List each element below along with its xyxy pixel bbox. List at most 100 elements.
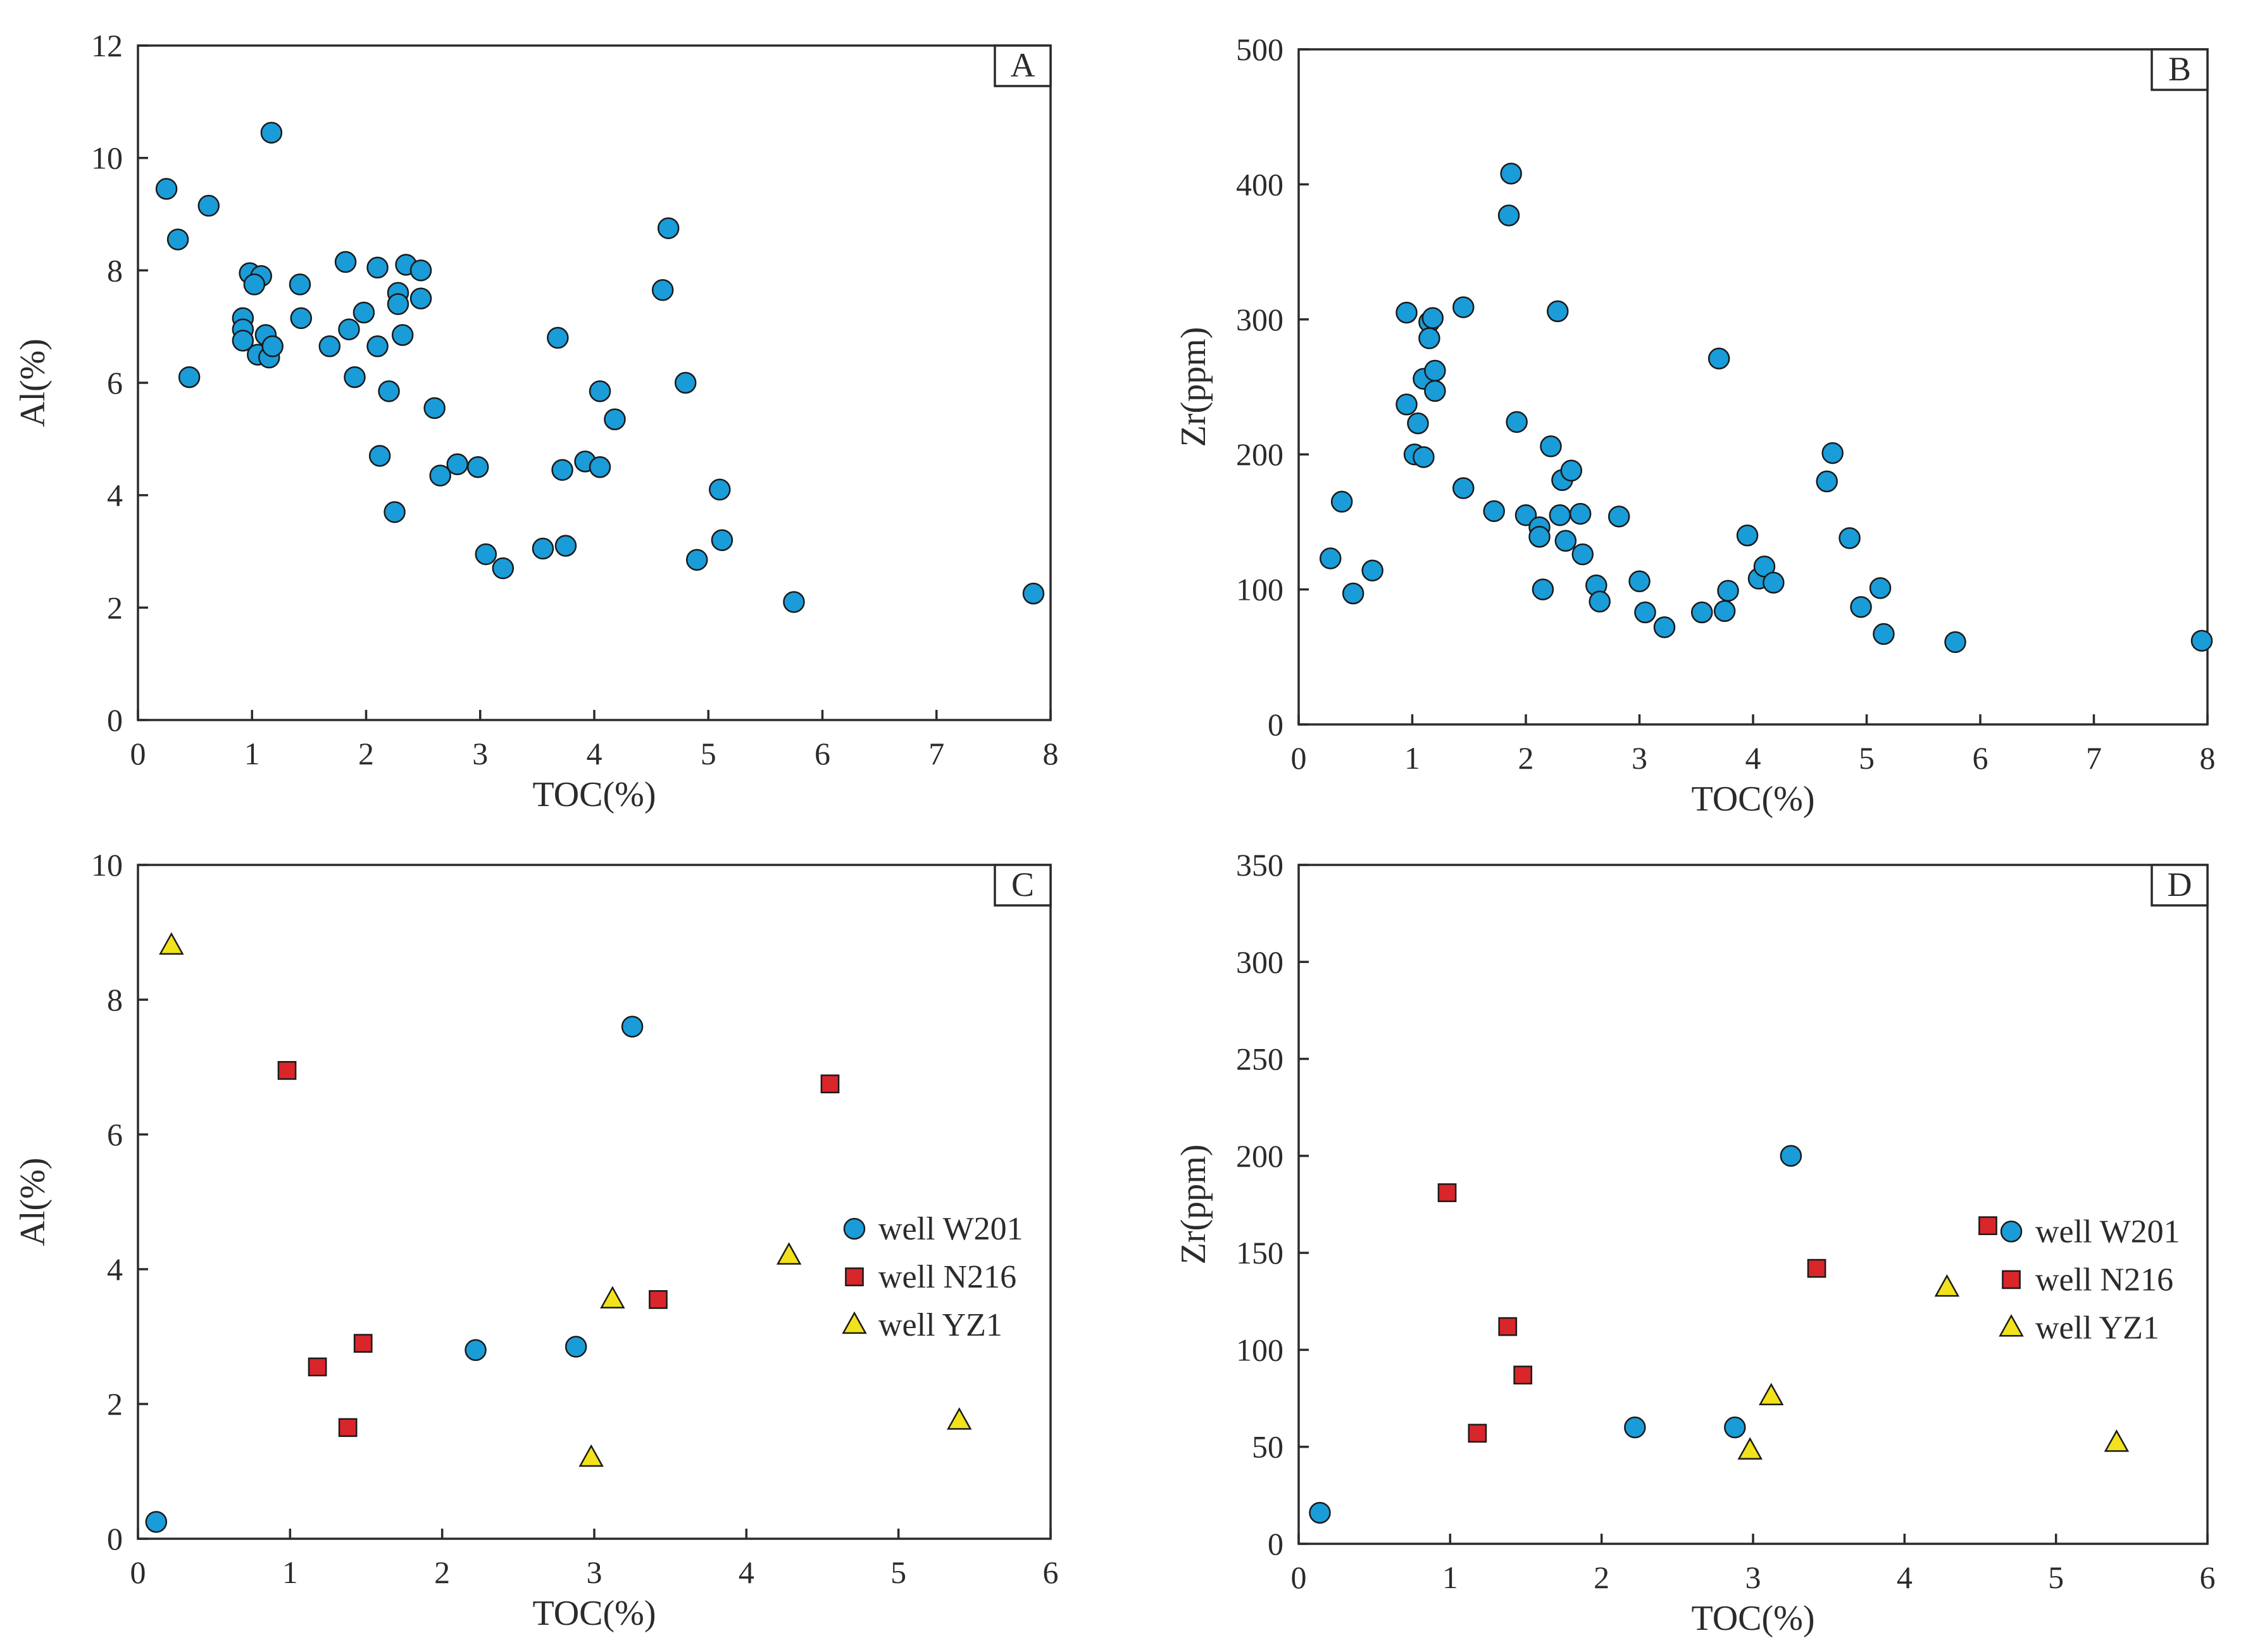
data-point-well-w201 <box>709 478 731 501</box>
legend-label-well-n216: well N216 <box>878 1259 1016 1295</box>
data-point-well-w201 <box>1500 163 1522 185</box>
panel-tag: C <box>1011 866 1034 904</box>
data-point-well-w201 <box>1839 527 1861 549</box>
panel-tag-box <box>994 864 1052 907</box>
data-point-well-w201 <box>261 335 284 357</box>
panel-tag-box <box>2151 864 2209 907</box>
data-point-well-w201 <box>391 324 414 346</box>
legend-marker-well-n216 <box>2002 1270 2021 1289</box>
x-tick-label: 6 <box>2200 1560 2216 1595</box>
x-tick-label: 3 <box>587 1555 602 1590</box>
data-point-well-w201 <box>178 366 201 388</box>
data-point-well-w201 <box>1816 470 1838 493</box>
data-point-well-w201 <box>353 301 375 324</box>
data-point-well-w201 <box>651 279 674 301</box>
data-point-well-w201 <box>290 307 313 330</box>
data-point-well-w201 <box>289 273 311 295</box>
data-point-well-n216 <box>820 1074 840 1093</box>
legend-label-well-w201: well W201 <box>878 1211 1023 1247</box>
data-point-well-w201 <box>334 251 357 273</box>
data-point-well-w201 <box>1309 1501 1331 1524</box>
data-point-well-w201 <box>1528 526 1551 548</box>
data-point-well-w201 <box>1483 500 1505 523</box>
legend-marker-well-n216 <box>845 1267 864 1286</box>
data-point-well-n216 <box>1978 1216 1997 1236</box>
data-point-well-w201 <box>1560 459 1583 482</box>
data-point-well-w201 <box>1624 1416 1646 1439</box>
data-point-well-n216 <box>308 1357 327 1377</box>
data-point-well-w201 <box>384 501 406 523</box>
x-tick-label: 5 <box>890 1555 906 1590</box>
data-point-well-w201 <box>783 591 805 613</box>
data-point-well-w201 <box>1690 601 1713 624</box>
data-point-well-w201 <box>532 537 554 560</box>
data-point-well-w201 <box>1724 1416 1746 1439</box>
data-point-well-w201 <box>1413 446 1435 468</box>
data-point-well-w201 <box>604 408 626 430</box>
x-tick-label: 2 <box>434 1555 450 1590</box>
x-tick-label: 3 <box>1632 740 1647 776</box>
data-point-well-w201 <box>1589 590 1611 613</box>
data-point-well-w201 <box>554 535 577 557</box>
y-tick-label: 0 <box>107 702 123 738</box>
series-well-w201 <box>155 121 1045 613</box>
x-tick-label: 3 <box>472 736 488 771</box>
x-tick-label: 4 <box>1745 740 1761 776</box>
data-point-well-w201 <box>1421 307 1444 329</box>
data-point-well-n216 <box>1807 1258 1826 1278</box>
y-tick-label: 100 <box>1236 572 1283 607</box>
data-point-well-n216 <box>1498 1317 1518 1336</box>
data-point-well-w201 <box>1554 530 1577 552</box>
legend-label-well-n216: well N216 <box>2035 1262 2173 1298</box>
data-point-well-w201 <box>1653 616 1676 638</box>
data-point-well-w201 <box>1850 596 1872 618</box>
data-point-well-w201 <box>1330 490 1353 513</box>
x-axis-label: TOC(%) <box>1692 779 1815 819</box>
data-point-well-yz1 <box>2104 1429 2130 1452</box>
data-point-well-n216 <box>649 1290 668 1309</box>
data-point-well-w201 <box>1547 300 1569 323</box>
data-point-well-w201 <box>1424 380 1446 402</box>
y-tick-label: 12 <box>91 28 123 63</box>
panel-tag-box <box>994 44 1052 87</box>
y-tick-label: 4 <box>107 1251 123 1287</box>
data-point-well-w201 <box>1873 623 1895 645</box>
data-point-well-w201 <box>243 273 266 295</box>
legend: well W201 well N216 well YZ1 <box>1999 1214 2180 1346</box>
data-point-well-n216 <box>277 1060 297 1080</box>
data-point-well-w201 <box>1407 412 1429 435</box>
data-point-well-w201 <box>1342 582 1364 605</box>
data-point-well-w201 <box>1514 504 1537 526</box>
data-point-well-yz1 <box>1758 1382 1784 1406</box>
y-tick-label: 6 <box>107 365 123 401</box>
panel-tag: A <box>1011 46 1035 84</box>
data-point-well-yz1 <box>776 1242 802 1265</box>
data-point-well-w201 <box>1022 582 1045 605</box>
data-point-well-w201 <box>2190 630 2213 652</box>
y-tick-label: 200 <box>1236 437 1283 472</box>
data-point-well-w201 <box>1763 571 1785 594</box>
data-point-well-w201 <box>674 371 697 394</box>
x-tick-label: 4 <box>1897 1560 1913 1595</box>
x-axis-label: TOC(%) <box>533 1594 656 1633</box>
x-axis-label: TOC(%) <box>533 775 656 814</box>
data-point-well-w201 <box>155 178 178 200</box>
y-tick-label: 2 <box>107 590 123 625</box>
data-point-well-w201 <box>1395 301 1418 324</box>
y-tick-label: 400 <box>1236 166 1283 202</box>
data-point-well-w201 <box>1395 393 1418 416</box>
data-point-well-w201 <box>711 529 734 551</box>
data-point-well-w201 <box>409 259 432 282</box>
data-point-well-w201 <box>368 445 391 467</box>
data-point-well-w201 <box>1634 601 1656 624</box>
data-point-well-yz1 <box>1737 1437 1763 1460</box>
series-well-w201 <box>145 1015 644 1533</box>
x-tick-label: 6 <box>1043 1555 1059 1590</box>
data-point-well-w201 <box>166 228 189 251</box>
data-point-well-w201 <box>1540 435 1562 457</box>
data-point-well-w201 <box>1780 1145 1802 1167</box>
x-tick-label: 6 <box>1973 740 1988 776</box>
x-tick-label: 7 <box>2086 740 2102 776</box>
data-point-well-w201 <box>378 380 400 402</box>
